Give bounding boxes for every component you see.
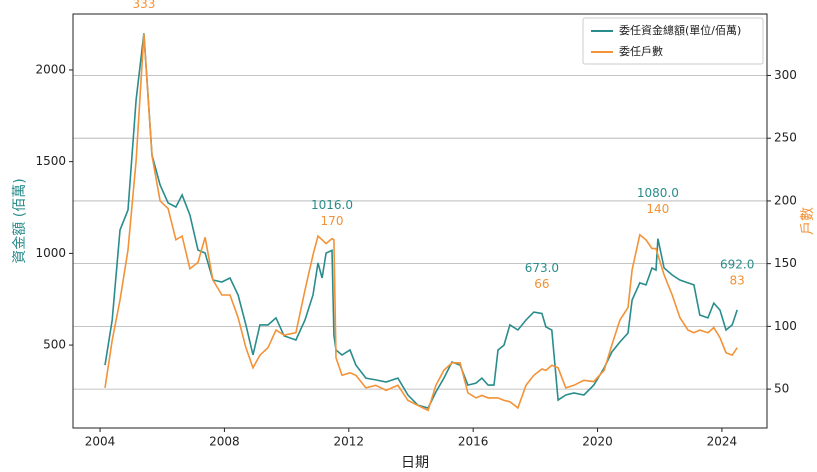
y-tick-label: 1500	[35, 154, 66, 168]
annotation-households: 333	[132, 0, 155, 11]
y2-tick-label: 150	[774, 256, 797, 270]
y2-tick-label: 250	[774, 131, 797, 145]
annotation-households: 140	[646, 202, 669, 216]
plot-frame	[72, 13, 768, 429]
y2-tick-label: 300	[774, 68, 797, 82]
legend-box	[582, 17, 764, 65]
y2-tick-label: 100	[774, 319, 797, 333]
annotation-value: 1080.0	[637, 186, 679, 200]
x-tick-label: 2008	[209, 435, 240, 449]
y-tick-label: 2000	[35, 62, 66, 76]
annotation-value: 673.0	[525, 261, 559, 275]
annotation-households: 66	[534, 277, 549, 291]
legend-label: 委任戶數	[619, 45, 663, 58]
series-line	[104, 33, 738, 409]
annotation-value: 692.0	[720, 257, 754, 271]
annotation-value: 1016.0	[311, 198, 353, 212]
annotation-households: 170	[321, 214, 344, 228]
series-line	[104, 34, 738, 412]
x-tick-label: 2012	[334, 435, 365, 449]
legend-label: 委任資金總額(單位/佰萬)	[619, 23, 741, 37]
x-tick-label: 2024	[707, 435, 738, 449]
x-tick-label: 2004	[85, 435, 116, 449]
y2-axis-label: 戶數	[800, 207, 816, 235]
y2-tick-label: 50	[774, 382, 789, 396]
x-tick-label: 2020	[582, 435, 613, 449]
y-tick-label: 1000	[35, 246, 66, 260]
y-tick-label: 500	[43, 338, 66, 352]
annotation-households: 83	[730, 273, 745, 287]
y2-tick-label: 200	[774, 193, 797, 207]
x-axis-label: 日期	[401, 455, 429, 471]
y-axis-label: 資金額 (佰萬)	[12, 178, 28, 263]
x-tick-label: 2016	[458, 435, 489, 449]
